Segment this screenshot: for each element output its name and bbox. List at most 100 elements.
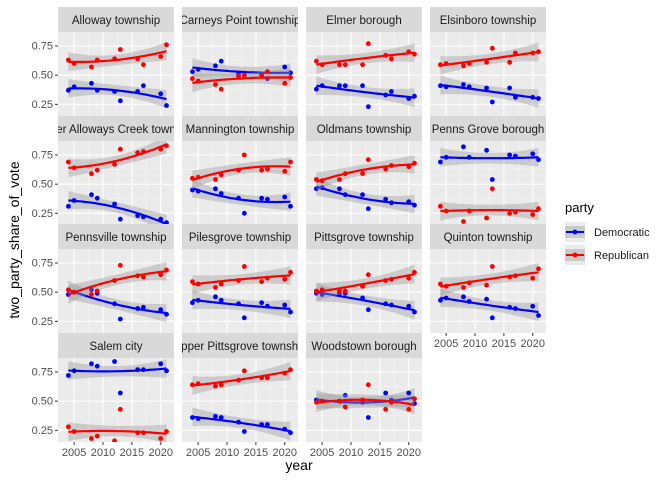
dem-smooth-line — [440, 296, 539, 314]
dem-smooth-line — [68, 87, 167, 101]
dem-point — [437, 159, 443, 165]
y-tick-label: 0.75 — [32, 367, 53, 379]
rep-point — [288, 159, 293, 165]
dem-point — [530, 303, 536, 309]
rep-point — [530, 212, 536, 217]
panel-marks — [313, 41, 417, 110]
dem-point — [288, 203, 293, 209]
rep-point — [342, 62, 348, 68]
rep-point — [265, 69, 270, 75]
axis-layer: 0.25 0.50 0.75 0.25 0.50 0.75 0.25 0.50 0.75 2005… — [32, 41, 545, 460]
x-tick-label: 2010 — [463, 338, 487, 350]
rep-point — [265, 166, 270, 172]
dem-point — [94, 363, 100, 369]
rep-point — [241, 152, 247, 158]
rep-smooth-line — [192, 165, 291, 182]
facet-title: Pittsgrove township — [314, 232, 414, 244]
rep-point — [530, 275, 536, 281]
dem-point — [489, 177, 495, 182]
x-tick-label: 2020 — [272, 447, 296, 459]
dem-point — [342, 392, 348, 398]
legend-point — [572, 252, 578, 258]
facet-title: Woodstown borough — [311, 341, 416, 353]
rep-point — [141, 62, 146, 68]
facet-panel: Quinton township — [430, 224, 546, 333]
rep-point — [484, 59, 489, 65]
x-tick-label: 2005 — [310, 447, 334, 459]
rep-point — [112, 438, 117, 442]
panel-marks — [65, 359, 169, 442]
y-axis-label: two_party_share_of_vote — [6, 161, 22, 318]
dem-point — [89, 287, 94, 293]
dem-point — [158, 361, 164, 367]
rep-point — [65, 159, 71, 165]
rep-point — [189, 76, 195, 82]
x-tick-label: 2015 — [368, 447, 392, 459]
y-tick-label: 0.50 — [32, 287, 53, 299]
facet-title: Upper Pittsgrove township — [173, 341, 307, 353]
dem-confidence-band — [192, 178, 291, 211]
dem-point — [365, 206, 371, 212]
dem-smooth-line — [68, 199, 167, 225]
facet-panel: Upper Pittsgrove township — [173, 333, 307, 442]
rep-point — [383, 166, 389, 172]
dem-point — [259, 300, 265, 306]
legend: party Democratic Republican — [565, 200, 650, 265]
x-tick-label: 2015 — [244, 447, 268, 459]
dem-point — [218, 191, 224, 196]
facet-strip — [182, 7, 298, 32]
rep-confidence-band — [68, 262, 167, 304]
facet-strip — [306, 116, 422, 141]
facet-strip — [306, 224, 422, 249]
rep-point — [259, 167, 265, 173]
panel-marks — [189, 152, 293, 216]
dem-point — [213, 63, 218, 69]
dem-point — [117, 316, 123, 322]
rep-point — [360, 171, 365, 177]
rep-confidence-band — [192, 157, 291, 190]
dem-point — [461, 82, 466, 87]
legend-title: party — [565, 200, 594, 215]
facet-strip — [430, 224, 546, 249]
rep-point — [117, 47, 123, 52]
rep-point — [89, 171, 94, 177]
dem-point — [360, 83, 365, 89]
facet-title: Lower Alloways Creek township — [35, 124, 197, 136]
x-tick-label: 2015 — [120, 447, 144, 459]
rep-point — [164, 42, 169, 48]
panels-layer: Alloway township Carneys Point township El… — [35, 7, 546, 442]
rep-point — [507, 210, 513, 216]
facet-strip — [430, 116, 546, 141]
dem-smooth-line — [440, 83, 539, 100]
dem-smooth-line — [68, 288, 167, 315]
facet-panel: Pilesgrove township — [182, 224, 298, 333]
facet-strip — [58, 116, 174, 141]
rep-point — [437, 203, 443, 209]
facet-title: Pilesgrove township — [189, 232, 291, 244]
x-tick-label: 2020 — [396, 447, 420, 459]
dem-point — [158, 91, 164, 97]
dem-point — [65, 203, 71, 209]
facet-title: Mannington township — [186, 124, 295, 136]
rep-point — [489, 186, 495, 192]
rep-point — [282, 168, 288, 174]
dem-point — [164, 103, 169, 108]
rep-point — [265, 375, 270, 381]
dem-point — [218, 58, 224, 64]
rep-smooth-line — [68, 50, 167, 63]
dem-point — [507, 85, 513, 91]
dem-point — [360, 192, 365, 198]
dem-point — [112, 359, 117, 364]
rep-point — [365, 157, 371, 163]
rep-point — [213, 177, 218, 182]
legend-point — [572, 229, 578, 235]
x-tick-label: 2010 — [215, 447, 239, 459]
dem-point — [313, 86, 319, 92]
rep-point — [117, 146, 123, 152]
panel-marks — [189, 58, 293, 93]
rep-point — [65, 424, 71, 430]
dem-point — [213, 186, 218, 192]
rep-point — [218, 382, 224, 388]
rep-point — [406, 406, 412, 412]
facet-strip — [306, 7, 422, 32]
